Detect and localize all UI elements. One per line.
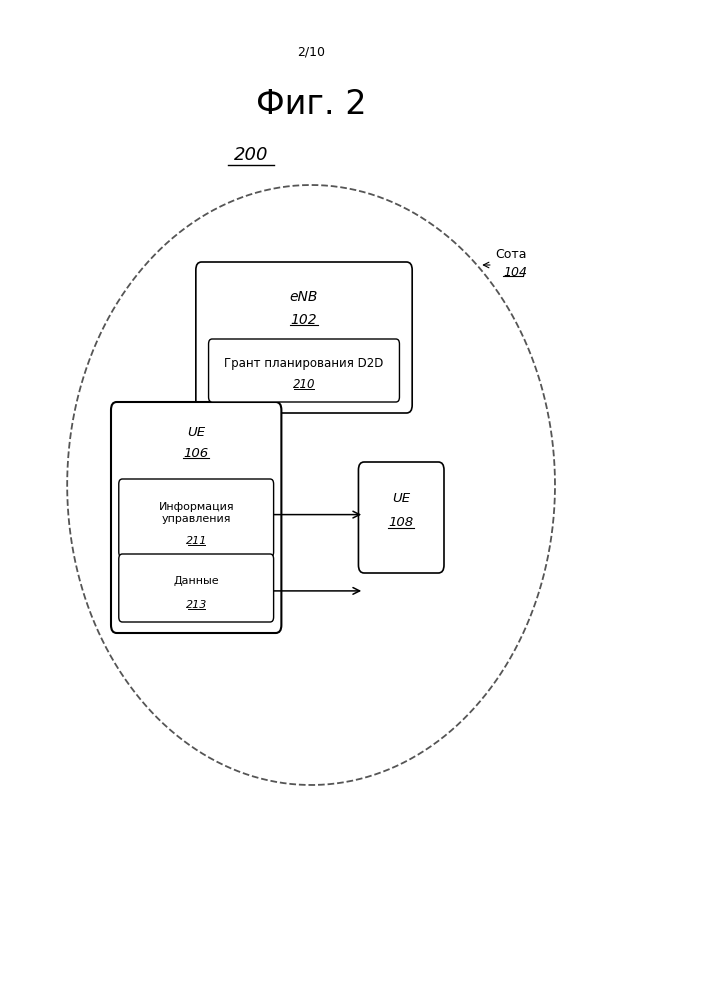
Text: Грант планирования D2D: Грант планирования D2D <box>224 358 384 370</box>
Text: 104: 104 <box>503 265 527 278</box>
FancyBboxPatch shape <box>209 339 399 402</box>
Text: 102: 102 <box>291 313 317 327</box>
Text: 108: 108 <box>389 516 414 529</box>
Text: 210: 210 <box>293 378 315 391</box>
Text: UE: UE <box>392 491 410 504</box>
Text: Сота: Сота <box>495 248 527 261</box>
FancyBboxPatch shape <box>111 402 281 633</box>
Text: eNB: eNB <box>290 290 318 304</box>
Text: 200: 200 <box>234 146 268 164</box>
Text: 213: 213 <box>185 600 207 610</box>
FancyBboxPatch shape <box>119 479 274 557</box>
Text: Фиг. 2: Фиг. 2 <box>256 89 366 121</box>
FancyBboxPatch shape <box>119 554 274 622</box>
FancyBboxPatch shape <box>358 462 444 573</box>
Text: 106: 106 <box>184 447 209 460</box>
Text: 2/10: 2/10 <box>297 45 325 58</box>
Text: Данные: Данные <box>173 576 219 586</box>
Text: Информация
управления: Информация управления <box>158 502 234 524</box>
Text: UE: UE <box>187 426 205 438</box>
FancyBboxPatch shape <box>196 262 412 413</box>
Text: 211: 211 <box>185 536 207 546</box>
